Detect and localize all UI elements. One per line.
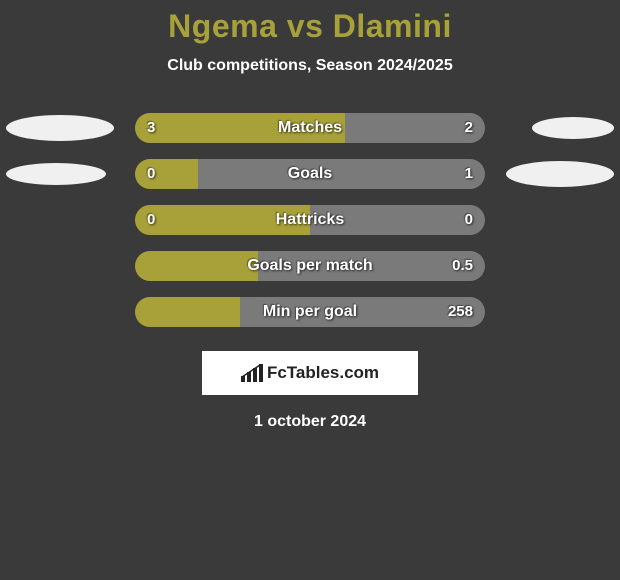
bars-icon xyxy=(241,364,263,382)
bar-right xyxy=(345,113,485,143)
date-line: 1 october 2024 xyxy=(0,413,620,431)
bar-left xyxy=(135,251,258,281)
bar-track xyxy=(135,159,485,189)
bar-left xyxy=(135,159,198,189)
bar-right xyxy=(310,205,485,235)
left-ellipse xyxy=(6,163,106,185)
page-title: Ngema vs Dlamini xyxy=(0,8,620,45)
stat-row: Goals01 xyxy=(0,159,620,189)
branding-text: FcTables.com xyxy=(267,363,379,383)
right-ellipse xyxy=(506,161,614,187)
bar-right xyxy=(198,159,485,189)
bar-track xyxy=(135,297,485,327)
stat-row: Goals per match0.5 xyxy=(0,251,620,281)
bar-track xyxy=(135,205,485,235)
left-ellipse xyxy=(6,115,114,141)
stat-row: Hattricks00 xyxy=(0,205,620,235)
comparison-infographic: Ngema vs Dlamini Club competitions, Seas… xyxy=(0,0,620,431)
subtitle: Club competitions, Season 2024/2025 xyxy=(0,57,620,75)
bar-left xyxy=(135,205,310,235)
bar-right xyxy=(240,297,485,327)
stat-rows: Matches32 Goals01 Hattricks00 Goals per mat… xyxy=(0,113,620,327)
stat-row: Min per goal258 xyxy=(0,297,620,327)
branding-inner: FcTables.com xyxy=(241,363,379,383)
bar-left xyxy=(135,113,345,143)
bar-right xyxy=(258,251,486,281)
stat-row: Matches32 xyxy=(0,113,620,143)
bar-left xyxy=(135,297,240,327)
bar-track xyxy=(135,251,485,281)
bar-track xyxy=(135,113,485,143)
branding-badge: FcTables.com xyxy=(202,351,418,395)
right-ellipse xyxy=(532,117,614,139)
